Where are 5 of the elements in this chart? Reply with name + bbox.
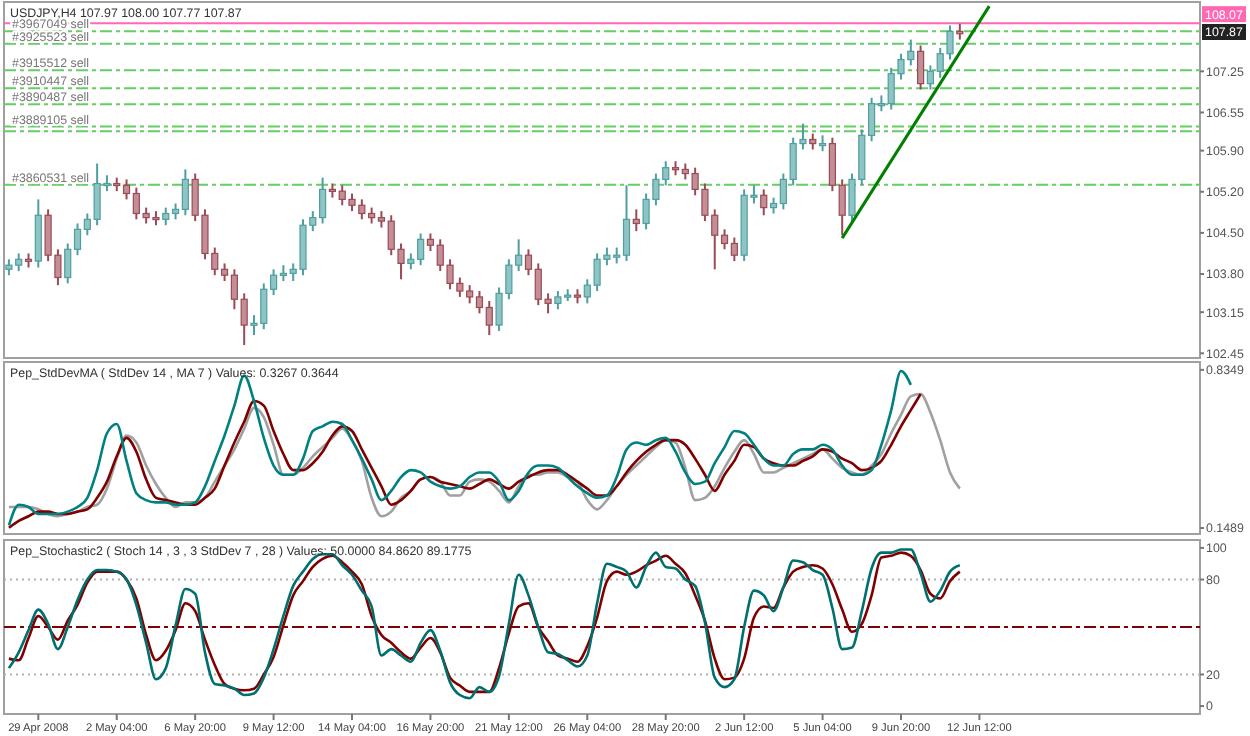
candlestick bbox=[632, 208, 640, 233]
line-series bbox=[7, 369, 913, 527]
candlestick bbox=[760, 188, 768, 217]
candlestick bbox=[34, 198, 42, 269]
candlestick bbox=[917, 44, 925, 91]
